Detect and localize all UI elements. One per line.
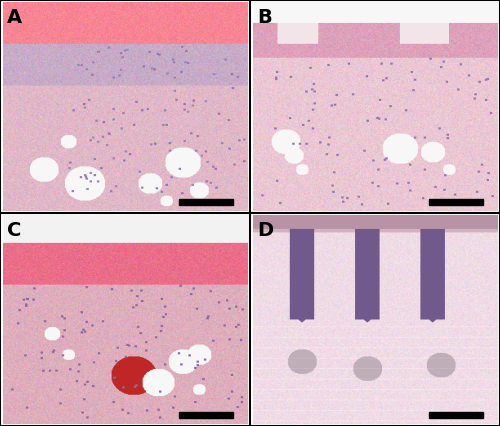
Bar [429, 199, 483, 204]
Text: D: D [258, 222, 274, 240]
Text: C: C [8, 222, 22, 240]
Bar [179, 199, 233, 204]
Bar [429, 412, 483, 417]
Text: A: A [8, 9, 22, 27]
Bar [179, 412, 233, 417]
Text: B: B [258, 9, 272, 27]
